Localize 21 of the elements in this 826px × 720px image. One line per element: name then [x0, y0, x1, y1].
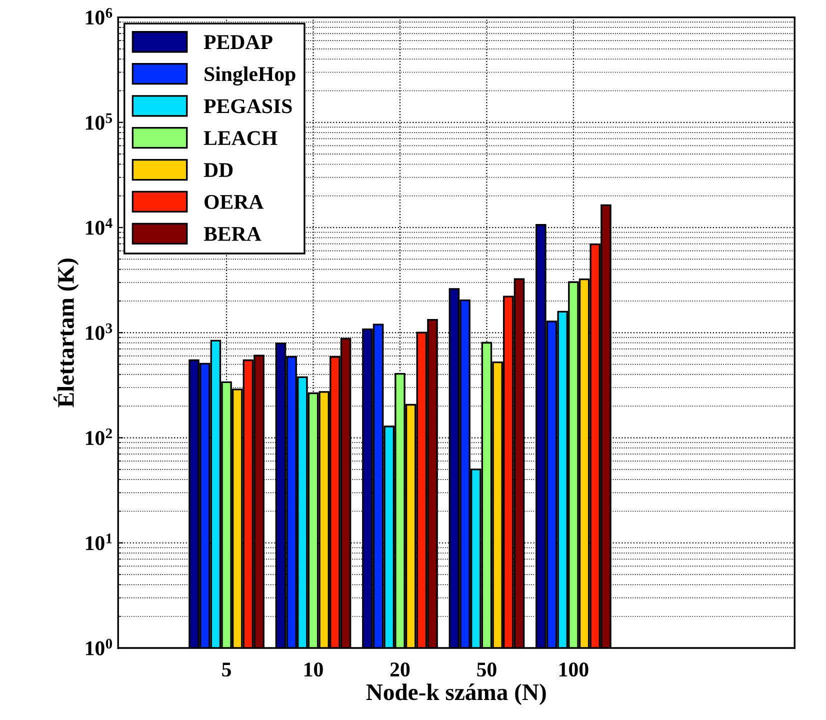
- legend-label: SingleHop: [204, 66, 296, 86]
- y-tick-label: 10$^{2}$: [86, 428, 112, 446]
- x-tick-label: 100: [559, 662, 588, 677]
- y-tick-label: 10$^{5}$: [86, 113, 112, 130]
- y-axis-title: Élettartam (K): [54, 258, 79, 408]
- legend-label: DD: [204, 163, 233, 177]
- y-tick-label: 10$^{4}$: [86, 218, 112, 235]
- x-tick-label: 20: [390, 662, 410, 677]
- x-axis-title: Node-k száma (N): [366, 684, 546, 705]
- legend-label: LEACH: [204, 131, 278, 146]
- y-tick-label: 10$^{6}$: [86, 8, 112, 25]
- y-tick-label: 10$^{0}$: [86, 638, 112, 656]
- y-tick-label: 10$^{1}$: [86, 534, 112, 550]
- x-tick-label: 50: [477, 662, 496, 677]
- y-tick-label: 10$^{3}$: [86, 323, 112, 340]
- legend-label: PEGASIS: [204, 99, 292, 114]
- x-tick-label: 10: [304, 662, 323, 677]
- x-tick-label: 5: [222, 662, 231, 677]
- legend-label: BERA: [204, 226, 262, 241]
- legend-label: PEDAP: [204, 35, 272, 49]
- legend-label: OERA: [204, 195, 264, 209]
